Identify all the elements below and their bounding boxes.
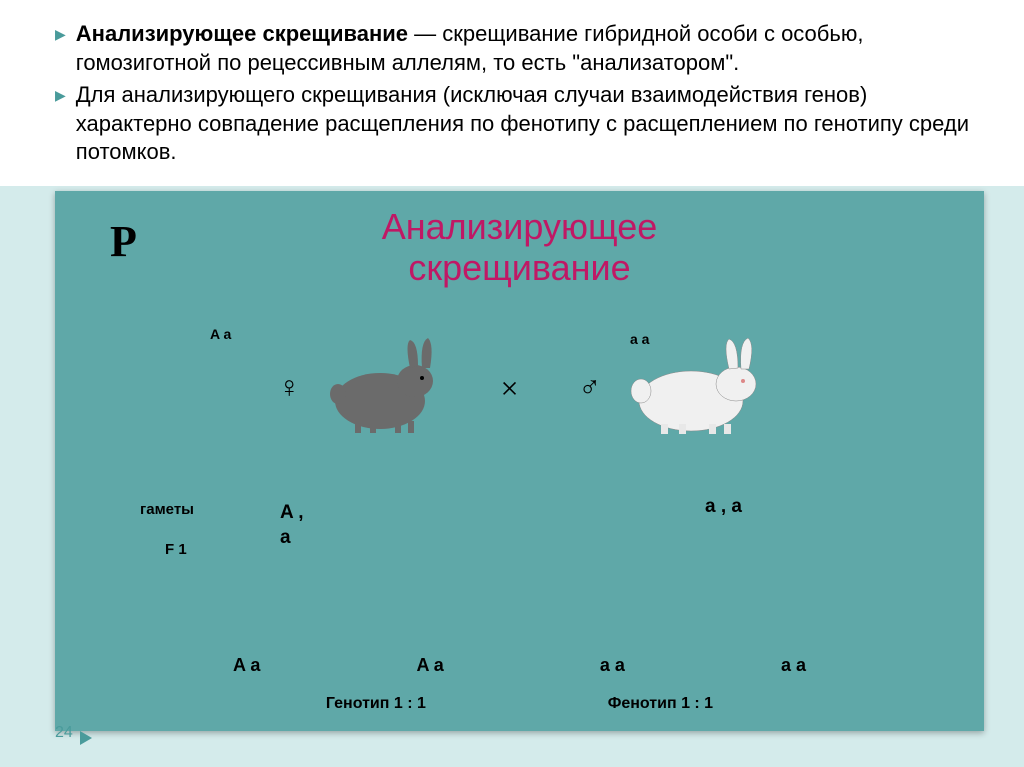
gametes-label: гаметы xyxy=(140,501,194,518)
page-number: 24 xyxy=(55,724,73,742)
title-line-2: скрещивание xyxy=(408,247,630,288)
bullet-2: ▶ Для анализирующего скрещивания (исключ… xyxy=(55,81,984,167)
rest-2: Для анализирующего скрещивания (исключая… xyxy=(76,82,969,164)
male-icon: ♂ xyxy=(579,371,602,405)
p-label: P xyxy=(110,216,137,267)
ratio-row: Генотип 1 : 1 Фенотип 1 : 1 xyxy=(55,695,984,713)
offspring-4: a a xyxy=(781,655,806,676)
genotype-ratio: Генотип 1 : 1 xyxy=(326,695,426,713)
offspring-3: a a xyxy=(600,655,625,676)
bullet-icon: ▶ xyxy=(55,87,66,104)
female-icon: ♀ xyxy=(278,371,301,405)
definition-block: ▶ Анализирующее скрещивание — скрещивани… xyxy=(0,0,1024,186)
offspring-row: A a A a a a a a xyxy=(55,655,984,676)
def-text-1: Анализирующее скрещивание — скрещивание … xyxy=(76,20,984,77)
offspring-2: A a xyxy=(416,655,443,676)
f1-label: F 1 xyxy=(165,541,187,558)
bullet-1: ▶ Анализирующее скрещивание — скрещивани… xyxy=(55,20,984,77)
male-genotype: a a xyxy=(630,331,649,347)
rabbit-white-icon xyxy=(611,336,771,441)
rabbit-gray-icon xyxy=(310,336,450,441)
female-genotype: A a xyxy=(210,326,231,342)
term-1: Анализирующее скрещивание xyxy=(76,21,408,46)
diagram: Анализирующее скрещивание P ♀ A a × ♂ a … xyxy=(55,191,984,731)
title-line-1: Анализирующее xyxy=(382,206,658,247)
gametes-left: A , a xyxy=(280,501,304,550)
def-text-2: Для анализирующего скрещивания (исключая… xyxy=(76,81,984,167)
phenotype-ratio: Фенотип 1 : 1 xyxy=(608,695,713,713)
footer-arrow-icon xyxy=(80,731,92,745)
gl1: A , xyxy=(280,502,304,523)
parents-row: ♀ A a × ♂ a a xyxy=(55,336,984,441)
offspring-1: A a xyxy=(233,655,260,676)
bullet-icon: ▶ xyxy=(55,26,66,43)
gl2: a xyxy=(280,527,291,548)
gametes-right: a , a xyxy=(705,496,742,518)
cross-symbol: × xyxy=(500,370,518,407)
diagram-title: Анализирующее скрещивание xyxy=(55,191,984,289)
